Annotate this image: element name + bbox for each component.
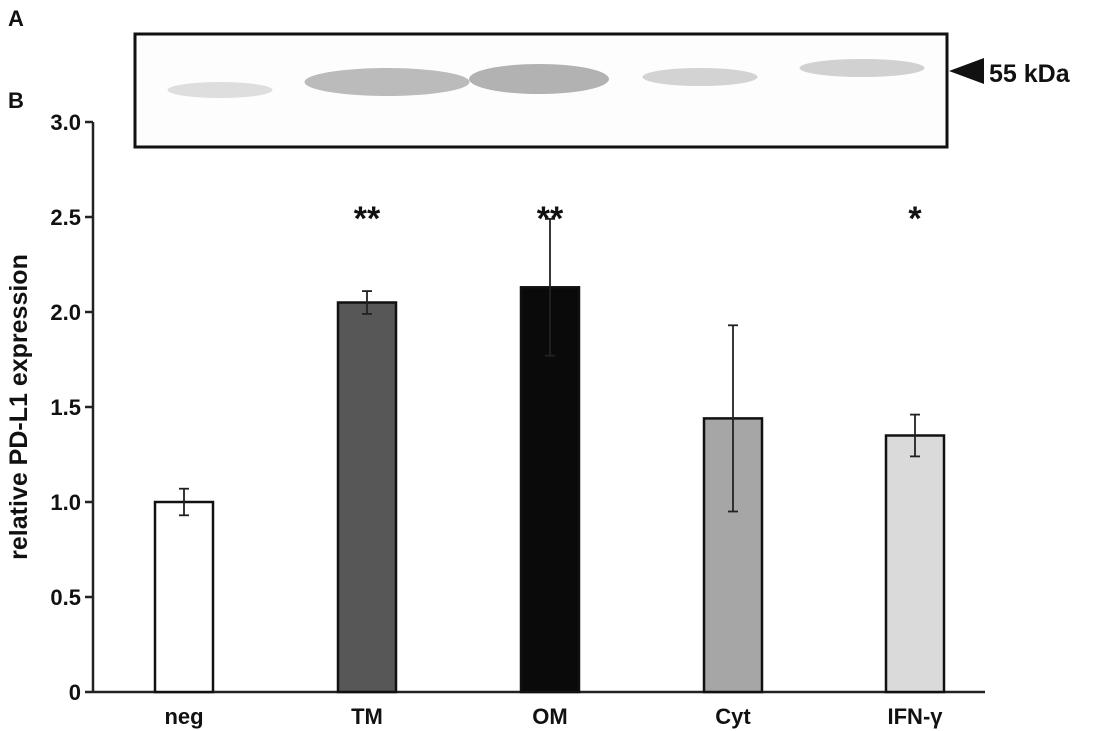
blot-band xyxy=(799,59,925,77)
x-tick-labels: neg TM OM Cyt IFN-γ xyxy=(164,704,943,729)
marker-arrow xyxy=(949,58,984,84)
bar xyxy=(884,434,946,694)
x-tick-label: TM xyxy=(351,704,383,729)
blot-band xyxy=(642,68,758,86)
x-tick-label: neg xyxy=(164,704,203,729)
blot-bands xyxy=(167,59,925,98)
bar xyxy=(336,301,398,694)
y-tick-label: 0 xyxy=(69,680,81,705)
y-tick-label: 0.5 xyxy=(50,585,81,610)
western-blot: 55 kDa xyxy=(133,32,1071,149)
error-bars xyxy=(179,217,920,517)
x-tick-label: OM xyxy=(532,704,567,729)
significance-marker: ** xyxy=(354,200,381,238)
blot-band xyxy=(167,82,273,98)
y-tick-label: 1.5 xyxy=(50,395,81,420)
x-tick-label: IFN-γ xyxy=(888,704,944,729)
bar xyxy=(153,500,215,694)
panel-label-b: B xyxy=(8,88,24,113)
y-tick-label: 2.5 xyxy=(50,205,81,230)
blot-band xyxy=(304,68,470,96)
panel-label-a: A xyxy=(8,6,24,31)
y-tick-label: 1.0 xyxy=(50,490,81,515)
y-tick-label: 2.0 xyxy=(50,300,81,325)
y-tick-label: 3.0 xyxy=(50,110,81,135)
y-axis-label: relative PD-L1 expression xyxy=(5,254,33,560)
significance-marker: ** xyxy=(537,200,564,238)
significance-marker: * xyxy=(908,200,922,238)
significance-markers: ** ** * xyxy=(354,200,923,238)
y-ticks: 0 0.5 1.0 1.5 2.0 2.5 3.0 xyxy=(50,110,93,705)
bars xyxy=(153,286,946,694)
blot-band xyxy=(469,64,609,94)
x-tick-label: Cyt xyxy=(715,704,751,729)
marker-label: 55 kDa xyxy=(989,60,1071,88)
